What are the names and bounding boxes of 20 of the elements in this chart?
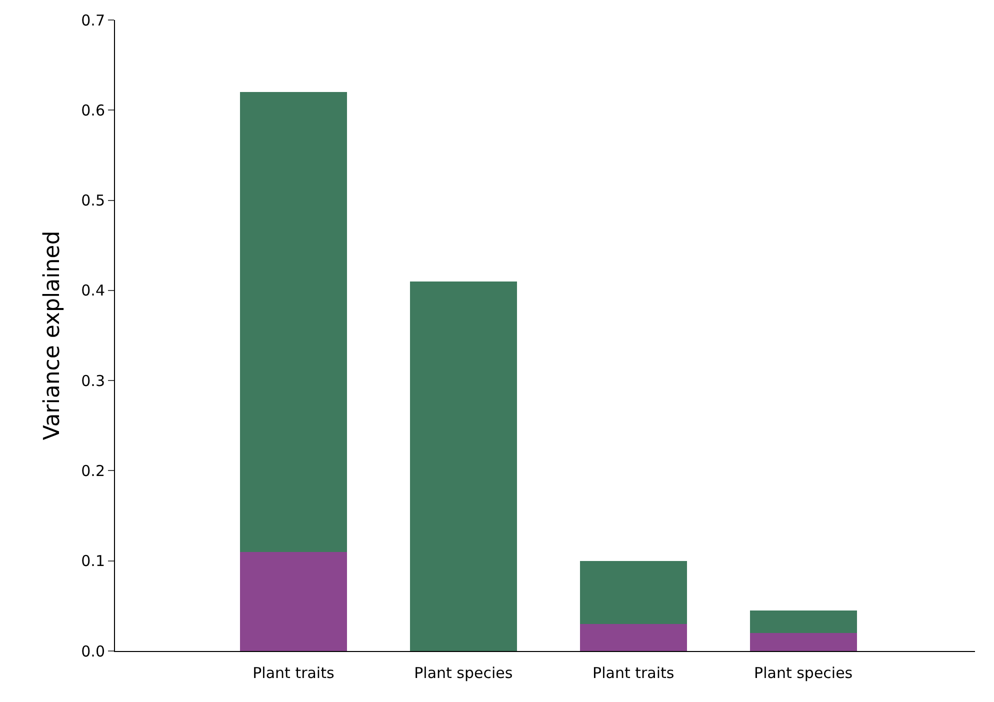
x-tick-label: Plant traits (252, 664, 334, 682)
x-tick-label: Plant traits (592, 664, 674, 682)
y-tick-label: 0.2 (81, 462, 105, 480)
x-tick-label: Plant species (754, 664, 853, 682)
bar (580, 560, 687, 624)
y-tick-label: 0.0 (81, 642, 105, 660)
x-tick-label: Plant species (414, 664, 513, 682)
bar (240, 552, 347, 651)
bar (410, 281, 517, 651)
bar (240, 92, 347, 552)
bar (750, 632, 857, 651)
y-tick-label: 0.7 (81, 11, 105, 30)
y-axis-title: Variance explained (40, 230, 65, 440)
y-tick-label: 0.5 (81, 192, 105, 210)
bar (580, 624, 687, 651)
y-tick-label: 0.4 (81, 282, 105, 300)
bar (750, 610, 857, 633)
y-tick-label: 0.1 (81, 552, 105, 570)
y-tick-label: 0.6 (81, 101, 105, 120)
y-tick-label: 0.3 (81, 372, 105, 390)
